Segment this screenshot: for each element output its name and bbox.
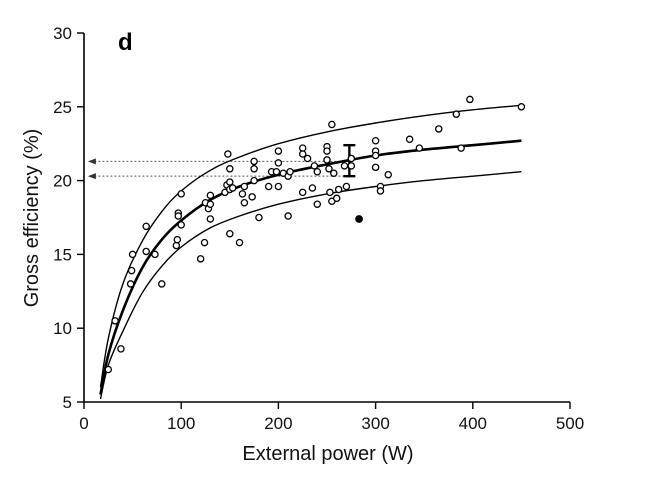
data-point <box>142 247 150 256</box>
reference-arrows <box>87 158 349 180</box>
data-point <box>303 154 312 163</box>
data-point <box>405 135 414 144</box>
upper-curve <box>99 104 522 388</box>
data-point <box>158 280 166 288</box>
data-point <box>466 95 474 104</box>
data-point <box>435 125 443 133</box>
data-point <box>255 213 263 222</box>
data-point <box>235 238 244 247</box>
data-point <box>117 345 125 353</box>
data-point <box>240 198 249 207</box>
data-point <box>313 167 322 176</box>
data-point <box>274 147 283 155</box>
data-point <box>323 147 331 155</box>
data-point <box>415 144 424 152</box>
y-tick-label: 15 <box>53 245 72 264</box>
data-point <box>264 182 273 191</box>
data-point <box>173 235 182 244</box>
data-point <box>226 178 234 186</box>
data-point <box>457 144 465 152</box>
data-point <box>517 103 526 111</box>
data-point <box>228 184 237 192</box>
y-tick-label: 10 <box>53 319 72 338</box>
data-point <box>127 266 136 275</box>
data-point <box>371 163 380 172</box>
data-point <box>347 162 356 170</box>
data-point <box>250 165 258 173</box>
data-point <box>206 200 215 208</box>
data-point <box>250 157 258 166</box>
data-point <box>284 212 292 220</box>
data-point <box>326 188 334 197</box>
data-points <box>104 95 526 374</box>
data-point <box>126 280 135 288</box>
axes: 0 100 200 300 400 500 5 10 15 20 25 30 <box>53 24 584 433</box>
data-point <box>332 194 341 203</box>
data-point <box>206 191 215 200</box>
data-point <box>274 182 283 191</box>
x-tick-label: 300 <box>361 414 389 433</box>
y-tick-label: 20 <box>53 172 72 191</box>
data-point <box>371 151 380 160</box>
data-point <box>200 238 209 247</box>
data-point <box>177 221 185 229</box>
data-point <box>308 184 317 192</box>
data-point <box>310 162 319 170</box>
data-point <box>325 165 333 173</box>
data-point <box>172 241 181 250</box>
filled-data-point <box>355 215 363 223</box>
data-point <box>342 182 351 191</box>
data-point <box>274 159 283 167</box>
data-point <box>226 229 234 238</box>
y-axis-title: Gross efficiency (%) <box>21 129 43 308</box>
x-axis-title: External power (W) <box>242 443 413 465</box>
data-point <box>174 212 183 220</box>
lower-curve <box>99 171 522 400</box>
x-tick-label: 100 <box>167 414 195 433</box>
data-point <box>104 365 113 374</box>
data-point <box>248 193 256 201</box>
panel-label: d <box>118 29 133 56</box>
data-point <box>286 167 294 176</box>
data-point <box>347 154 356 163</box>
x-tick-label: 200 <box>264 414 292 433</box>
x-tick-label: 400 <box>459 414 487 433</box>
data-point <box>334 185 343 194</box>
y-tick-label: 25 <box>53 98 72 117</box>
mean-curve <box>99 139 522 395</box>
labels: d External power (W) Gross efficiency (%… <box>21 29 414 465</box>
data-point <box>328 120 336 129</box>
data-point <box>371 136 380 145</box>
data-point <box>224 150 232 158</box>
data-point <box>323 156 331 164</box>
data-point <box>128 250 137 259</box>
data-point <box>313 200 322 208</box>
data-point <box>298 188 307 197</box>
data-point <box>272 167 281 176</box>
y-tick-label: 30 <box>53 24 72 43</box>
data-point <box>298 150 307 158</box>
data-point <box>226 165 234 173</box>
x-tick-label: 0 <box>79 414 88 433</box>
data-point <box>452 110 461 118</box>
data-point <box>177 190 185 198</box>
data-point <box>238 190 247 198</box>
data-point <box>340 162 349 170</box>
data-point <box>151 250 159 259</box>
data-point <box>142 222 150 231</box>
y-tick-label: 5 <box>63 393 72 412</box>
data-point <box>376 187 385 195</box>
data-point <box>384 170 392 179</box>
x-tick-label: 500 <box>556 414 584 433</box>
data-point <box>111 317 119 325</box>
data-point <box>206 215 215 223</box>
data-point <box>240 182 249 191</box>
data-point <box>250 176 258 185</box>
data-point <box>330 169 338 177</box>
data-point <box>196 255 205 263</box>
